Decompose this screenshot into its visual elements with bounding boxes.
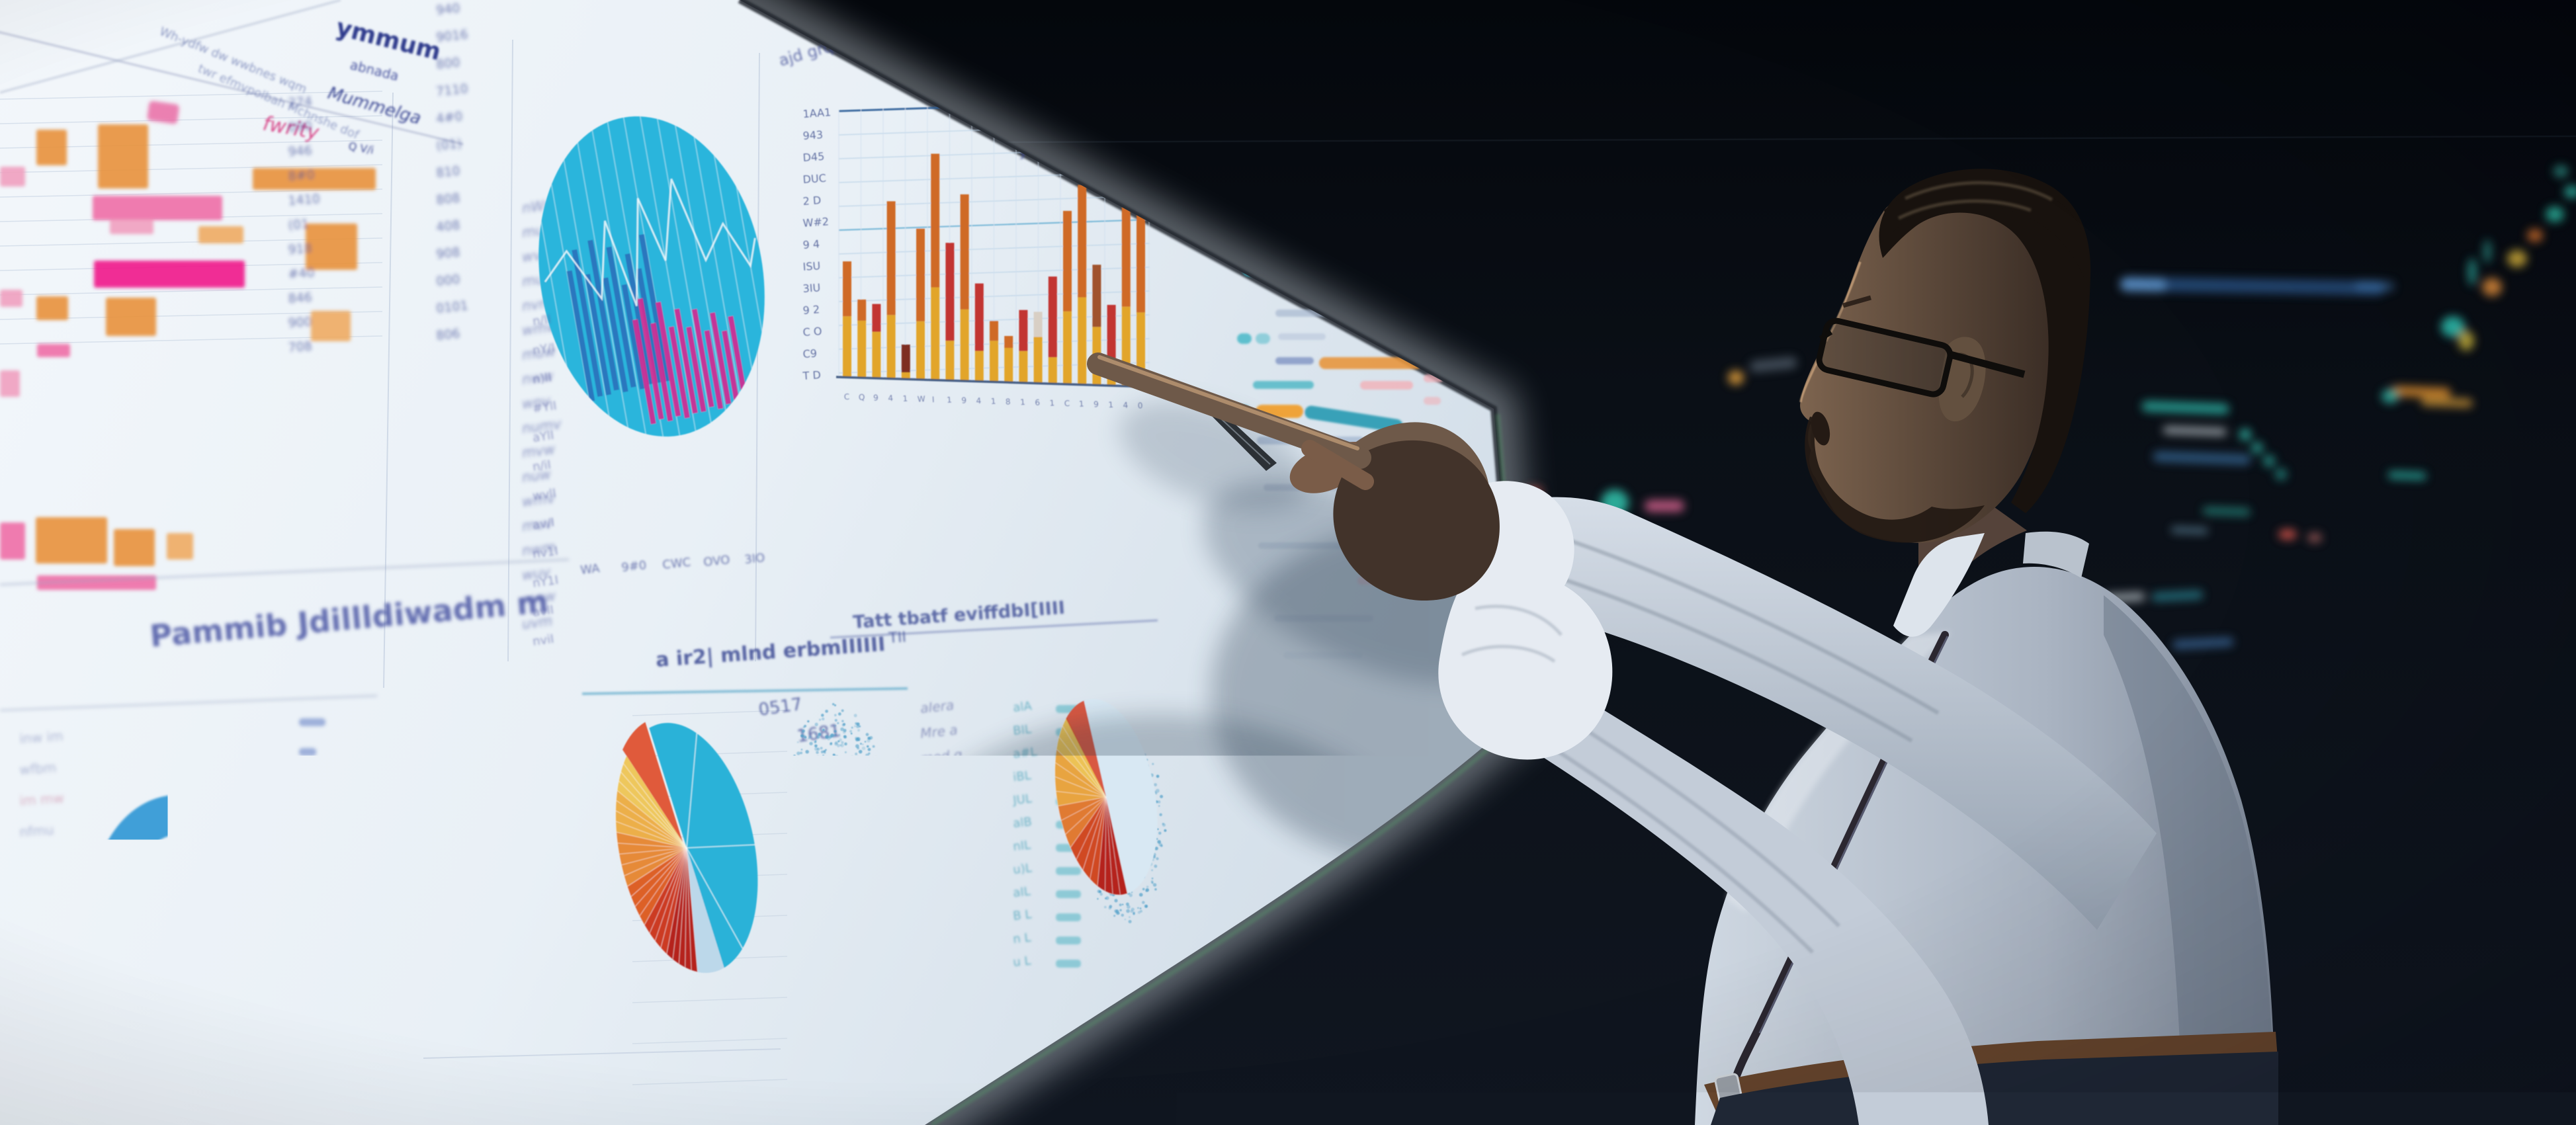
photo-scene: Wh-ydfw dw wwbnes wqm twr efmvpolbah Mch… (0, 0, 2576, 1125)
scene-canvas: Wh-ydfw dw wwbnes wqm twr efmvpolbah Mch… (0, 0, 2576, 1125)
vignette (0, 0, 2576, 1125)
